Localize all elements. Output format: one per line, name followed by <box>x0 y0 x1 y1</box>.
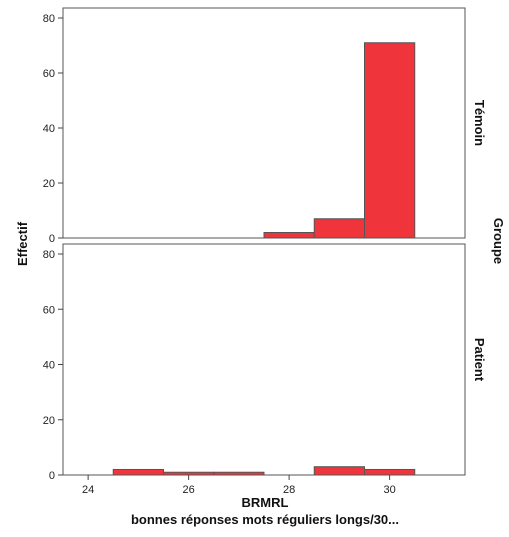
histogram-bar <box>313 466 365 476</box>
x-axis-title: BRMRL <box>242 495 289 510</box>
x-tick-label: 24 <box>82 484 94 496</box>
panel-frame <box>62 243 466 476</box>
y-tick-label: 60 <box>43 68 55 80</box>
y-tick-label: 80 <box>43 13 55 25</box>
x-tick-label: 28 <box>283 484 295 496</box>
histogram-bar <box>313 218 365 239</box>
facet-title: Groupe <box>491 218 506 264</box>
y-tick-label: 20 <box>43 178 55 190</box>
y-tick-label: 60 <box>43 304 55 316</box>
panel-label: Patient <box>472 338 487 382</box>
x-axis-subtitle: bonnes réponses mots réguliers longs/30.… <box>131 512 399 527</box>
histogram-bar <box>112 468 164 476</box>
histogram-bar <box>364 42 416 239</box>
y-tick-label: 40 <box>43 360 55 372</box>
histogram-bar <box>263 232 315 239</box>
histogram-bar <box>213 471 265 476</box>
y-tick-label: 0 <box>49 470 55 482</box>
x-tick-label: 26 <box>183 484 195 496</box>
histogram-bar <box>163 471 215 476</box>
y-axis-title: Effectif <box>15 221 30 266</box>
y-tick-label: 80 <box>43 249 55 261</box>
panels-group: 0 20 40 60 80 Témoin 0 20 40 60 80 Patient 24 26 28 30 <box>43 7 487 496</box>
y-tick-label: 0 <box>49 233 55 245</box>
x-tick-label: 30 <box>384 484 396 496</box>
panel-label: Témoin <box>472 100 487 146</box>
y-tick-label: 20 <box>43 415 55 427</box>
histogram-bar <box>364 468 416 476</box>
y-tick-label: 40 <box>43 123 55 135</box>
